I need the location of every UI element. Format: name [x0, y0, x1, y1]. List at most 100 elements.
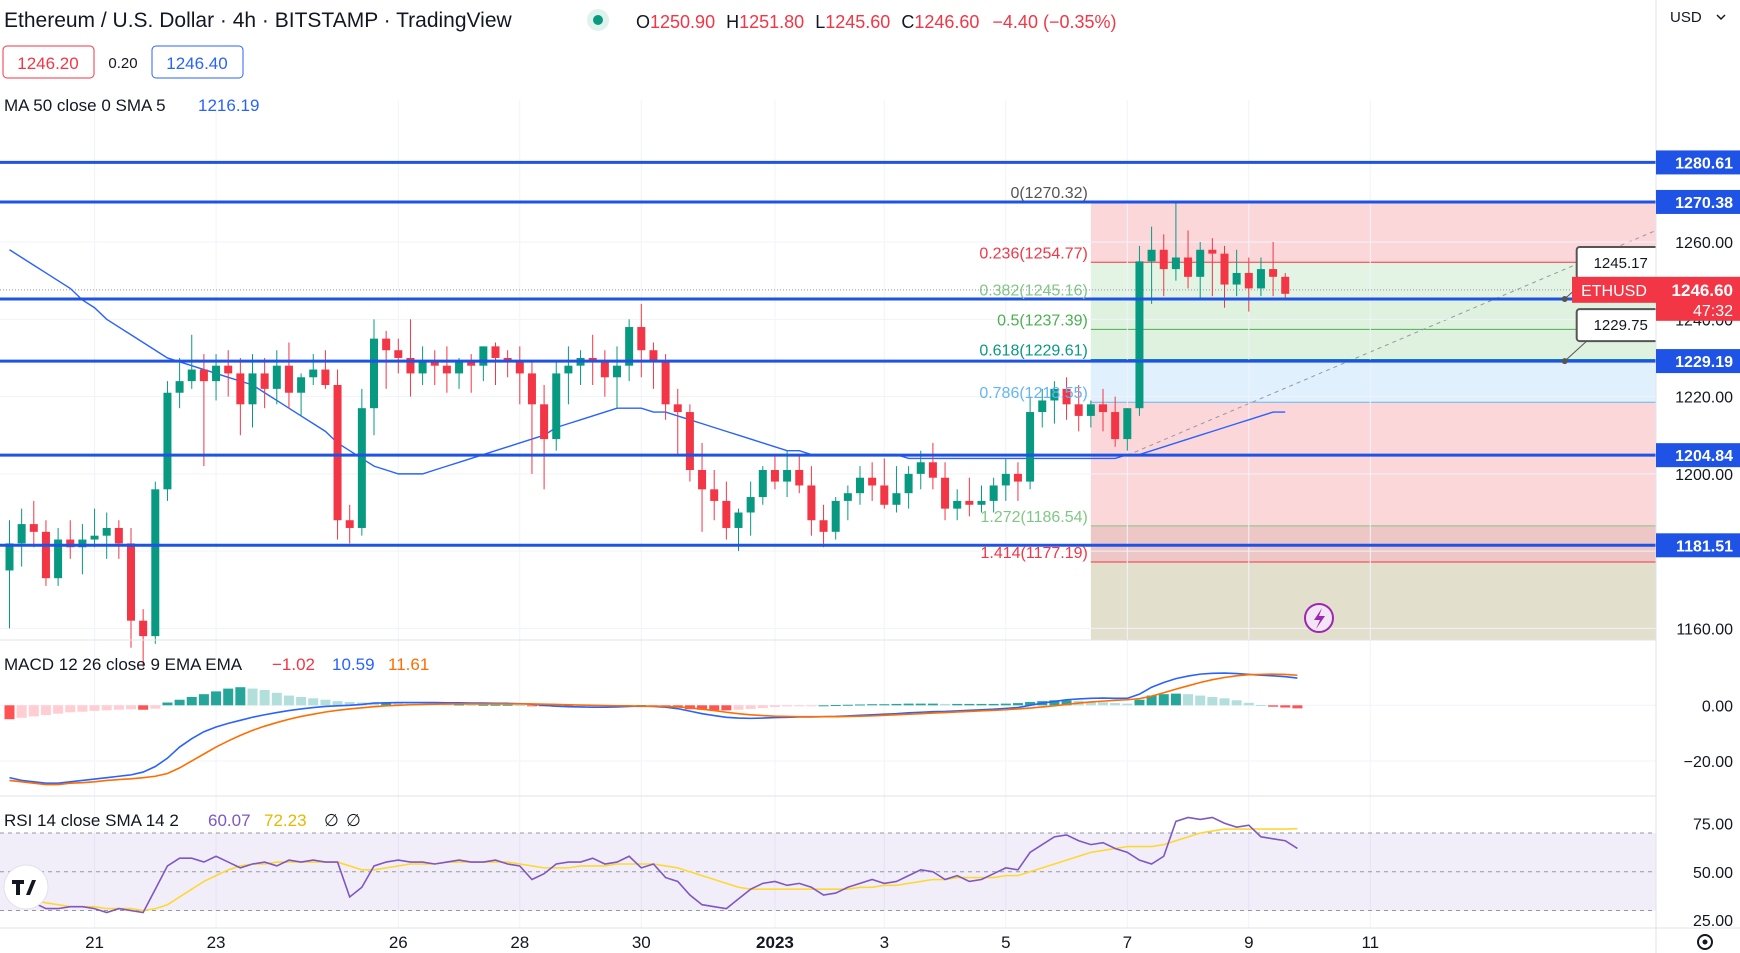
fib-band [1090, 202, 1656, 263]
candle-body [297, 377, 306, 393]
candle-body [357, 408, 366, 528]
rsi-pane [0, 816, 1656, 914]
candle-body [941, 477, 950, 509]
gear-ring [1697, 934, 1713, 950]
candle-body [1147, 249, 1156, 262]
horizontal-levels[interactable] [0, 160, 1656, 547]
symbol-title[interactable]: Ethereum / U.S. Dollar · 4h · BITSTAMP ·… [4, 9, 513, 32]
ma-legend-label[interactable]: MA 50 close 0 SMA 5 [4, 96, 166, 115]
callout-pointer [1564, 340, 1588, 362]
candle-body [540, 404, 549, 440]
macd-hist-bar [1085, 701, 1096, 706]
gear-icon[interactable] [1697, 934, 1713, 950]
macd-hist-bar [1183, 694, 1194, 706]
rsi-legend[interactable]: RSI 14 close SMA 14 2 60.07 72.23 ∅ ∅ [4, 811, 361, 830]
candle-body [345, 520, 354, 528]
candle-body [698, 470, 707, 490]
macd-hist-bar [454, 704, 465, 706]
macd-hist-bar [478, 704, 489, 706]
sell-button[interactable] [2, 45, 95, 79]
buy-button[interactable] [151, 45, 244, 79]
ohlc-values: O1250.90 H1251.80 L1245.60 C1246.60 −4.4… [636, 12, 1117, 32]
macd-hist-bar [915, 703, 926, 706]
candle-body [916, 462, 925, 474]
candle-body [515, 361, 524, 374]
macd-hist-bar [4, 705, 15, 720]
macd-hist-bar [721, 705, 732, 711]
macd-hist-bar [138, 705, 149, 710]
macd-hist-bar [223, 688, 234, 706]
rsi-legend-upper: ∅ [324, 811, 339, 830]
macd-hist-bar [806, 705, 817, 707]
macd-hist-bar [344, 701, 355, 706]
macd-hist-bar [502, 704, 513, 706]
callout-label: 1245.17 [1594, 255, 1648, 272]
level-badge-label: 1204.84 [1675, 448, 1733, 465]
macd-hist-bar [77, 705, 88, 712]
fib-retracement[interactable] [1090, 201, 1657, 640]
candle-body [904, 473, 913, 494]
macd-legend-macd: 10.59 [332, 655, 375, 674]
macd-hist-bar [40, 705, 51, 716]
candle-body [685, 412, 694, 470]
grid [0, 100, 1656, 928]
price-tick-label: 1200.00 [1675, 467, 1733, 484]
macd-hist-bar [855, 704, 865, 706]
candle-body [807, 485, 816, 521]
price-tick-label: 1260.00 [1675, 235, 1733, 252]
macd-hist-bar [65, 705, 76, 713]
macd-hist-bar [1170, 693, 1181, 706]
candle-body [1111, 412, 1120, 440]
time-axis[interactable]: 1921232628302023357911 [0, 933, 1379, 952]
time-tick-label: 23 [207, 933, 226, 952]
macd-hist-bar [976, 703, 987, 706]
time-tick-label: 7 [1123, 933, 1132, 952]
macd-hist-bar [1098, 702, 1108, 706]
macd-legend-signal: 11.61 [388, 655, 429, 674]
candle-body [394, 350, 403, 358]
time-tick-label: 5 [1001, 933, 1010, 952]
candle-body [783, 470, 792, 482]
candle-body [151, 489, 160, 637]
macd-hist-bar [296, 696, 307, 706]
candle-body [479, 346, 488, 366]
currency-label[interactable]: USD [1670, 9, 1702, 26]
macd-hist-bar [283, 695, 294, 706]
candle-body [127, 543, 135, 621]
rsi-legend-value: 60.07 [208, 811, 251, 830]
tradingview-logo[interactable] [3, 864, 49, 910]
macd-legend[interactable]: MACD 12 26 close 9 EMA EMA −1.02 10.59 1… [4, 655, 429, 674]
macd-hist-bar [126, 705, 136, 710]
macd-hist-bar [28, 705, 39, 717]
candle-body [333, 385, 342, 521]
logo-badge [3, 864, 49, 910]
candle-body [625, 327, 634, 366]
lightning-icon[interactable] [1304, 603, 1334, 633]
fib-level-label: 0.786(1218.55) [979, 385, 1088, 402]
candle-body [1062, 388, 1071, 405]
candle-body [661, 361, 670, 405]
macd-hist-bar [1061, 700, 1072, 706]
macd-hist-bar [1012, 703, 1023, 706]
candle-body [831, 500, 840, 532]
symbol-badge-label: ETHUSD [1581, 283, 1647, 300]
candle-body [1208, 249, 1217, 254]
candle-body [1086, 404, 1095, 416]
candle-body [102, 527, 111, 536]
candle-body [795, 470, 804, 486]
fib-band [1090, 561, 1656, 640]
candle-body [649, 350, 658, 362]
macd-hist-bar [769, 705, 780, 707]
candle-body [1220, 253, 1229, 285]
macd-hist-bar [526, 705, 537, 707]
level-badge [1656, 150, 1740, 175]
macd-hist-bar [308, 698, 319, 706]
macd-hist-bar [1219, 698, 1230, 706]
candle-body [613, 365, 621, 378]
fib-labels: 0(1270.32) 0.236(1254.77) 0.382(1245.16) 0.… [979, 185, 1088, 562]
candle-body [710, 489, 719, 501]
gear-hub [1702, 939, 1708, 945]
candle-body [491, 346, 500, 358]
